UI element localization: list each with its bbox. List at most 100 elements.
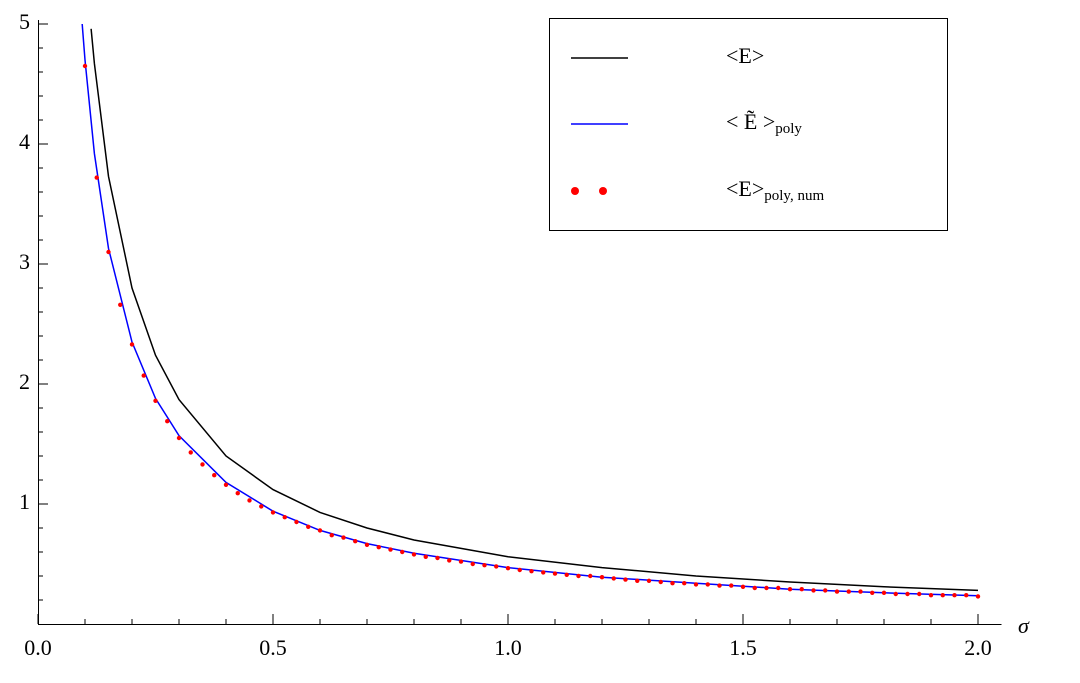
- data-point: [858, 589, 863, 594]
- y-tick-label: 5: [19, 9, 30, 34]
- data-point: [141, 373, 146, 378]
- data-point: [705, 582, 710, 587]
- data-point: [940, 593, 945, 598]
- data-point: [541, 570, 546, 575]
- x-tick-label: 0.0: [24, 635, 52, 660]
- data-point: [623, 577, 628, 582]
- data-point: [400, 549, 405, 555]
- data-point: [364, 542, 370, 547]
- data-point: [952, 593, 957, 598]
- data-point: [106, 249, 111, 255]
- data-point: [94, 175, 99, 180]
- legend-label: < Ẽ >poly: [726, 109, 802, 137]
- legend-marker: [599, 187, 607, 195]
- data-point: [552, 571, 558, 576]
- data-point: [482, 563, 487, 568]
- data-point: [176, 435, 182, 441]
- y-tick-label: 1: [19, 489, 30, 514]
- legend-marker: [571, 187, 579, 195]
- x-tick-label: 0.5: [259, 635, 287, 660]
- data-point: [341, 535, 346, 540]
- data-point: [223, 482, 229, 487]
- data-point: [834, 589, 840, 594]
- data-line: [90, 28, 979, 592]
- x-axis-label: σ: [1018, 613, 1030, 638]
- data-point: [529, 569, 534, 574]
- data-point: [917, 591, 922, 597]
- data-point: [282, 515, 287, 520]
- data-point: [435, 555, 440, 561]
- data-point: [388, 547, 393, 552]
- data-point: [353, 539, 358, 544]
- data-point: [611, 576, 616, 581]
- data-point: [294, 519, 299, 525]
- y-tick-label: 3: [19, 249, 30, 274]
- legend-name: <E>: [726, 43, 764, 68]
- data-point: [153, 398, 158, 403]
- data-point: [682, 581, 687, 586]
- data-point: [505, 566, 511, 571]
- data-point: [905, 591, 910, 597]
- data-point: [658, 579, 663, 585]
- data-point: [247, 498, 252, 503]
- data-point: [928, 593, 934, 598]
- data-point: [118, 302, 123, 307]
- data-point: [188, 450, 193, 455]
- data-point: [846, 589, 851, 594]
- data-point: [599, 575, 605, 580]
- data-point: [212, 473, 217, 478]
- data-point: [82, 63, 88, 69]
- data-point: [823, 588, 828, 593]
- data-point: [376, 545, 381, 550]
- data-point: [317, 528, 323, 533]
- data-point: [870, 590, 875, 595]
- data-point: [588, 573, 593, 579]
- x-tick-label: 1.0: [494, 635, 522, 660]
- data-point: [670, 581, 675, 586]
- data-point: [259, 504, 264, 509]
- data-point: [411, 552, 417, 557]
- y-tick-label: 4: [19, 129, 30, 154]
- data-point: [646, 578, 652, 583]
- data-point: [729, 583, 734, 588]
- data-point: [881, 590, 887, 595]
- data-point: [270, 510, 276, 515]
- legend-label: <E>: [726, 43, 764, 68]
- legend-label: <E>poly, num: [726, 176, 824, 204]
- data-point: [458, 559, 464, 564]
- data-point: [811, 588, 816, 593]
- data-point: [776, 585, 781, 591]
- data-point: [893, 591, 898, 597]
- data-point: [564, 572, 569, 577]
- x-tick-label: 2.0: [964, 635, 992, 660]
- data-point: [235, 491, 240, 496]
- data-point: [740, 584, 746, 589]
- data-point: [799, 587, 804, 592]
- data-point: [693, 582, 699, 587]
- data-point: [576, 573, 581, 579]
- data-point: [787, 587, 793, 592]
- legend-name: < Ẽ >: [726, 109, 775, 134]
- legend-subscript: poly, num: [764, 188, 824, 204]
- data-point: [517, 567, 522, 573]
- data-point: [165, 419, 170, 424]
- data-point: [129, 342, 135, 347]
- data-point: [447, 558, 452, 563]
- data-point: [329, 533, 334, 538]
- data-point: [964, 593, 969, 598]
- data-point: [635, 578, 640, 583]
- y-tick-label: 2: [19, 369, 30, 394]
- data-point: [306, 524, 311, 529]
- data-point: [764, 585, 769, 591]
- legend-name: <E>: [726, 176, 764, 201]
- data-point: [494, 564, 499, 569]
- legend-subscript: poly: [775, 121, 802, 137]
- data-point: [470, 561, 475, 567]
- data-point: [752, 585, 757, 591]
- data-point: [975, 594, 981, 599]
- x-tick-label: 1.5: [729, 635, 757, 660]
- data-point: [423, 554, 428, 559]
- data-point: [717, 583, 722, 588]
- data-point: [200, 462, 205, 467]
